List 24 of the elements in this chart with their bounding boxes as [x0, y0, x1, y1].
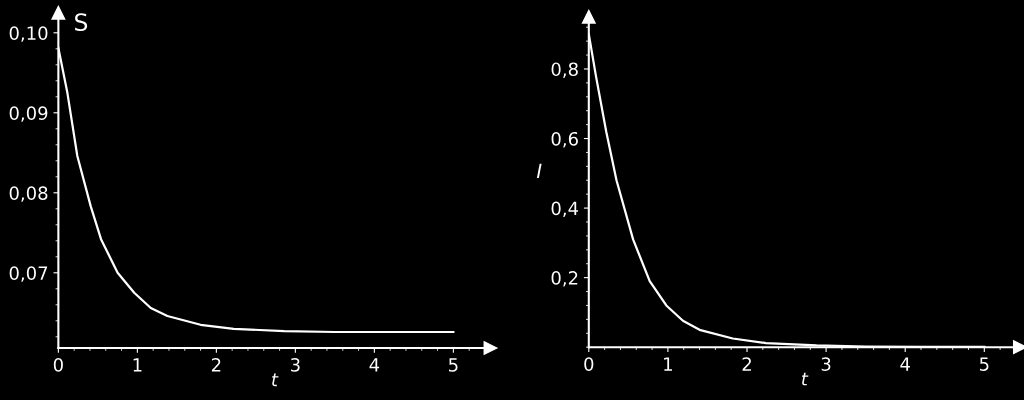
y-tick-label: 0,2: [551, 271, 578, 287]
x-tick-label: 1: [133, 358, 142, 372]
x-tick-label: 0: [584, 357, 594, 371]
x-tick-label: 4: [900, 357, 910, 371]
x-tick-label: 1: [664, 357, 672, 371]
x-tick-label: 4: [369, 358, 380, 372]
x-tick-label: 5: [449, 358, 458, 372]
y-tick-label: 0,4: [551, 201, 579, 218]
x-tick-label: 2: [742, 357, 751, 371]
x-tick-label: 5: [979, 357, 989, 371]
y-tick-label: 0,08: [9, 186, 48, 202]
x-axis-title: t: [801, 372, 809, 386]
x-tick-label: 0: [53, 358, 63, 372]
y-tick-label: 0,10: [9, 26, 48, 42]
y-tick-label: 0,6: [551, 131, 578, 148]
x-axis-title: t: [272, 373, 279, 387]
x-tick-label: 2: [211, 358, 221, 372]
y-axis-title: I: [536, 163, 542, 178]
y-tick-label: 0,8: [551, 62, 578, 78]
y-tick-label: 0,09: [9, 106, 48, 122]
x-tick-label: 3: [821, 357, 831, 371]
x-tick-label: 3: [291, 358, 300, 372]
y-tick-label: 0,07: [9, 266, 48, 282]
y-axis-title: S: [75, 13, 88, 32]
